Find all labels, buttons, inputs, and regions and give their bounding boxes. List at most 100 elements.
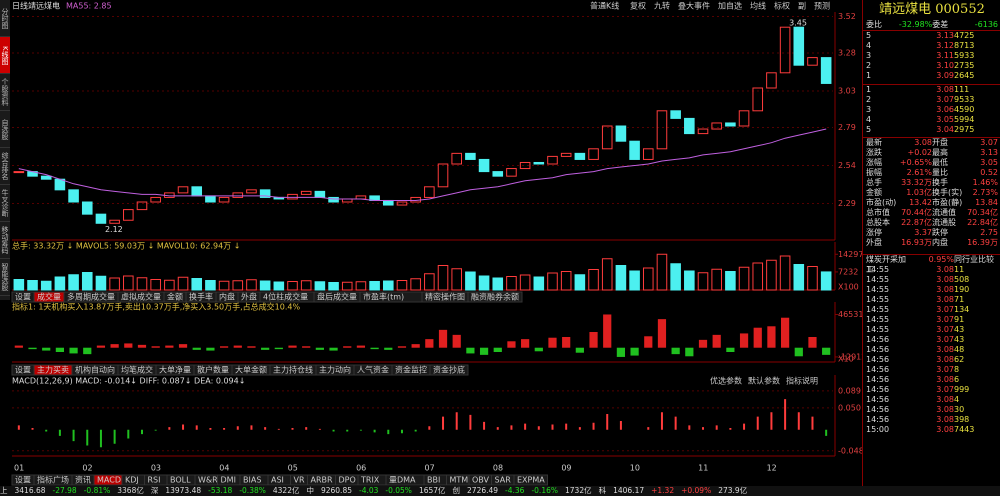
tab[interactable]: 人气资金 xyxy=(357,365,389,375)
cell: 33.32万 xyxy=(901,178,932,187)
cell: 190 xyxy=(954,285,970,294)
indicator-tab[interactable]: ARBR xyxy=(311,476,334,485)
side-tab[interactable]: 个股资料 xyxy=(0,74,10,111)
tab[interactable]: 精密操作图 xyxy=(425,292,465,302)
macd-button[interactable]: 默认参数 xyxy=(748,376,780,386)
indicator-tab[interactable]: KDJ xyxy=(125,476,139,485)
tab[interactable]: 均笔成交 xyxy=(121,365,153,375)
cell: 3.07 xyxy=(936,385,954,394)
tab[interactable]: 资金监控 xyxy=(395,365,427,375)
tab[interactable]: 市盈率(tm) xyxy=(363,292,404,302)
tab[interactable]: 主力持仓线 xyxy=(273,365,313,375)
cell: 涨跌 xyxy=(866,148,882,157)
tab[interactable]: 融资融券余额 xyxy=(471,292,519,302)
tab[interactable]: 设置 xyxy=(15,292,31,302)
ratio-row: 委比 -32.98% 委差 -6136 xyxy=(863,20,1000,31)
tab[interactable]: 内盘 xyxy=(219,292,235,302)
tab[interactable]: 主力动向 xyxy=(319,365,351,375)
cell: 22.87亿 xyxy=(901,218,932,227)
indicator-tab[interactable]: BOLL xyxy=(170,476,191,485)
indicator-tab[interactable]: BIAS xyxy=(243,476,261,485)
flow-bar xyxy=(698,339,708,348)
candle xyxy=(232,192,244,198)
flow-bar xyxy=(425,339,434,348)
indicator-tab[interactable]: MACD xyxy=(97,476,121,485)
indicator-tab[interactable]: 设置 xyxy=(15,475,31,485)
side-tab[interactable]: K线图 xyxy=(0,37,10,74)
macd-button[interactable]: 优选参数 xyxy=(710,376,742,386)
cell: 总手 xyxy=(866,178,882,187)
toolbar-button[interactable]: 复权 xyxy=(630,1,646,11)
tab[interactable]: 大单净量 xyxy=(159,365,191,375)
toolbar-button[interactable]: 副 xyxy=(798,2,806,11)
volume-bar xyxy=(752,262,764,291)
flow-bar xyxy=(42,347,51,351)
side-tab[interactable]: 综合排名 xyxy=(0,148,10,185)
toolbar-button[interactable]: 普通K线 xyxy=(590,1,619,11)
indicator-tab[interactable]: TRIX xyxy=(360,476,380,485)
tab[interactable]: 盘后成交量 xyxy=(317,292,357,302)
indicator-tab[interactable]: 资讯 xyxy=(75,475,91,485)
cell: 3.08 xyxy=(936,85,954,94)
volume-bar xyxy=(383,280,394,291)
candle xyxy=(81,201,93,215)
unit-label: X100 xyxy=(838,283,859,292)
side-tab[interactable]: 智能选股 xyxy=(0,259,10,296)
cell: 14:56 xyxy=(866,385,890,394)
tab[interactable]: 多周期成交量 xyxy=(67,292,115,302)
tab[interactable]: 主力买卖 xyxy=(37,365,69,375)
tab[interactable]: 虚拟成交量 xyxy=(121,292,161,302)
flow-bar xyxy=(329,347,338,351)
side-tab[interactable]: 自选股 xyxy=(0,111,10,148)
toolbar-button[interactable]: 叠大事件 xyxy=(678,1,710,11)
stat-row: 最新 3.08 开盘 3.07 xyxy=(863,138,1000,148)
indicator-tab[interactable]: ASI xyxy=(271,476,284,485)
cell: 8 xyxy=(954,365,960,374)
indicator-tab[interactable]: BBI xyxy=(427,476,440,485)
indicator-tab[interactable]: MTM xyxy=(450,476,469,485)
tab[interactable]: 换手率 xyxy=(189,292,213,302)
tab[interactable]: 成交量 xyxy=(37,292,61,302)
tab[interactable]: 机构自动向 xyxy=(75,365,115,375)
side-tab[interactable]: 分时图 xyxy=(0,0,10,37)
x-tick-label: 09 xyxy=(561,464,571,473)
tab[interactable]: 散户数量 xyxy=(197,365,229,375)
toolbar-button[interactable]: 标权 xyxy=(774,1,790,11)
indicator-tab[interactable]: 指标广场 xyxy=(37,475,69,485)
toolbar-button[interactable]: 预测 xyxy=(814,1,830,11)
indicator-tab[interactable]: OBV xyxy=(472,476,490,485)
ticker-item: 深 xyxy=(150,486,159,495)
candle xyxy=(588,148,599,160)
bid-row: 2 3.07 9533 xyxy=(863,95,1000,105)
volume-bar xyxy=(355,281,367,291)
tab[interactable]: 4位柱成交量 xyxy=(263,292,308,302)
indicator-tab[interactable]: DPO xyxy=(339,476,356,485)
indicator-tab[interactable]: RSI xyxy=(148,476,161,485)
indicator-tab[interactable]: W&R xyxy=(198,476,218,485)
indicator-tab[interactable]: VR xyxy=(294,476,305,485)
toolbar-button[interactable]: 加自选 xyxy=(718,1,742,11)
side-tab[interactable]: 移动筹码 xyxy=(0,222,10,259)
macd-button[interactable]: 指标说明 xyxy=(786,376,818,386)
side-tab[interactable]: 牛叉诊断 xyxy=(0,185,10,222)
indicator-tab[interactable]: SAR xyxy=(495,476,512,485)
indicator-tab[interactable]: DMI xyxy=(221,476,236,485)
ma-label: MA55: 2.85 xyxy=(66,2,112,11)
toolbar-button[interactable]: 均线 xyxy=(750,1,766,11)
period: 日线 xyxy=(12,1,28,11)
indicator-tab[interactable]: EXPMA xyxy=(517,476,545,485)
tab[interactable]: 大单金额 xyxy=(235,365,267,375)
volume-bar xyxy=(779,255,791,291)
tab[interactable]: 金额 xyxy=(167,292,183,302)
tab[interactable]: 设置 xyxy=(15,365,31,375)
candle xyxy=(95,213,107,224)
cell: 9533 xyxy=(954,95,975,104)
ticker-item: 3416.68 xyxy=(14,486,46,495)
ticker-item: -0.38% xyxy=(239,486,266,495)
candle xyxy=(711,122,722,130)
candle xyxy=(793,26,805,66)
tab[interactable]: 资金抄底 xyxy=(433,365,465,375)
tab[interactable]: 外盘 xyxy=(241,292,257,302)
indicator-tab[interactable]: 量DMA xyxy=(389,476,416,485)
toolbar-button[interactable]: 九转 xyxy=(654,1,670,11)
